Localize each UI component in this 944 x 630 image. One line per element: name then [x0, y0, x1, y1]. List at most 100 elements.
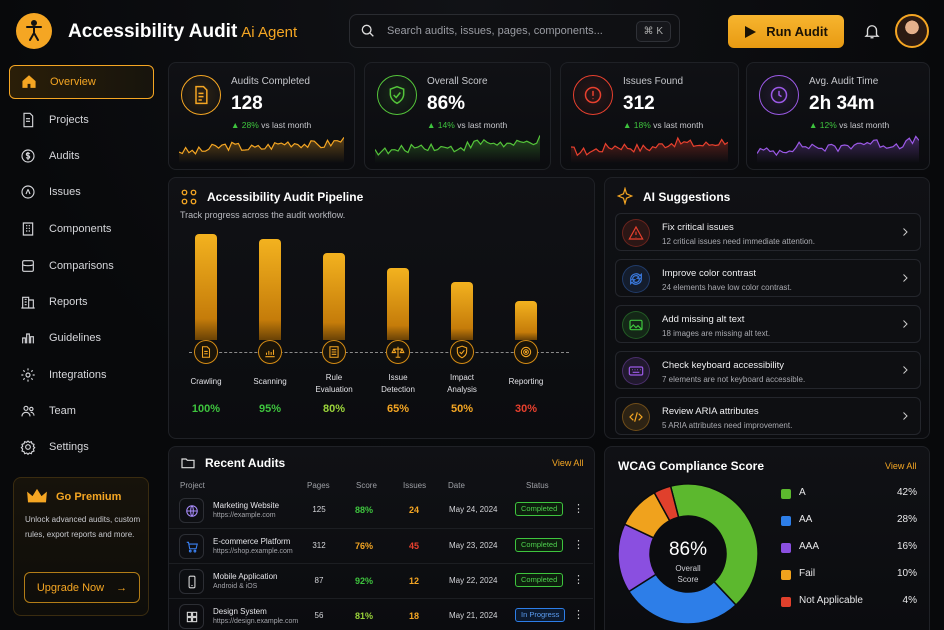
refresh-icon	[622, 265, 650, 293]
recent-view-all-link[interactable]: View All	[552, 458, 584, 468]
search-shortcut-badge: ⌘ K	[635, 21, 671, 42]
target-icon[interactable]	[514, 340, 538, 364]
chevron-right-icon	[903, 274, 908, 282]
stage-percent: 50%	[450, 403, 474, 415]
sidebar-item-overview[interactable]: Overview	[9, 65, 154, 99]
suggestion-item[interactable]: Check keyboard accessibility 7 elements a…	[615, 351, 921, 389]
sidebar-item-issues[interactable]: Issues	[9, 175, 154, 209]
sidebar-item-label: Guidelines	[49, 332, 101, 344]
search-icon	[361, 24, 374, 37]
search-placeholder: Search audits, issues, pages, components…	[387, 25, 603, 37]
donut-slice-not-applicable[interactable]	[653, 485, 680, 522]
sidebar-item-projects[interactable]: Projects	[9, 103, 154, 137]
suggestion-item[interactable]: Improve color contrast 24 elements have l…	[615, 259, 921, 297]
column-header: Pages	[307, 481, 330, 490]
sidebar-item-reports[interactable]: Reports	[9, 285, 154, 319]
pipeline-bar	[259, 238, 281, 340]
triangle-circle-icon	[20, 184, 36, 200]
more-options-icon[interactable]: ⋮	[573, 503, 584, 515]
code-icon	[622, 403, 650, 431]
sidebar-item-guidelines[interactable]: Guidelines	[9, 321, 154, 355]
pipeline-bar	[451, 282, 473, 340]
bell-icon[interactable]	[863, 22, 881, 40]
sidebar-item-comparisons[interactable]: Comparisons	[9, 249, 154, 283]
sidebar-item-label: Team	[49, 405, 76, 417]
column-header: Project	[180, 481, 205, 490]
status-badge: Completed	[515, 502, 564, 516]
top-bar: Accessibility Audit Ai Agent Search audit…	[0, 0, 944, 60]
table-row[interactable]: Mobile Application Android & iOS 87 92% 12 Ma…	[169, 563, 593, 598]
document-icon[interactable]	[194, 340, 218, 364]
score-value: 92%	[355, 576, 374, 586]
suggestion-item[interactable]: Fix critical issues 12 critical issues ne…	[615, 213, 921, 251]
sidebar-item-label: Integrations	[49, 369, 107, 381]
chevron-right-icon	[903, 320, 908, 328]
shield-icon[interactable]	[450, 340, 474, 364]
table-row[interactable]: E-commerce Platform https://shop.example.…	[169, 528, 593, 563]
premium-description: Unlock advanced audits, custom rules, ex…	[25, 515, 141, 539]
audit-date: May 21, 2024	[449, 611, 498, 620]
keyboard-icon	[622, 357, 650, 385]
user-avatar[interactable]	[895, 14, 929, 48]
sidebar: Overview Projects Audits Issues Components Co…	[0, 60, 160, 630]
issues-count: 12	[409, 576, 420, 586]
legend-value: 4%	[902, 595, 917, 606]
project-name: E-commerce Platform	[213, 537, 291, 546]
stat-sparkline	[179, 137, 344, 163]
components-icon	[20, 221, 36, 237]
upgrade-now-button[interactable]: Upgrade Now →	[24, 572, 140, 603]
wcag-view-all-link[interactable]: View All	[885, 461, 917, 471]
compare-icon	[20, 258, 36, 274]
issues-count: 24	[409, 505, 420, 515]
more-options-icon[interactable]: ⋮	[573, 574, 584, 586]
search-input[interactable]: Search audits, issues, pages, components…	[349, 14, 680, 48]
suggestion-item[interactable]: Review ARIA attributes 5 ARIA attributes …	[615, 397, 921, 435]
sidebar-item-label: Settings	[49, 441, 89, 453]
donut-center-value: 86%	[668, 539, 708, 560]
stat-value: 128	[231, 93, 263, 114]
pipeline-bar	[387, 267, 409, 340]
sidebar-item-label: Comparisons	[49, 260, 114, 272]
issues-count: 18	[409, 611, 420, 621]
stat-value: 312	[623, 93, 655, 114]
stage-percent: 95%	[258, 403, 282, 415]
more-options-icon[interactable]: ⋮	[573, 539, 584, 551]
legend-value: 16%	[896, 541, 917, 552]
scale-icon[interactable]	[386, 340, 410, 364]
stat-label: Issues Found	[623, 76, 684, 87]
legend-label: Fail	[799, 568, 816, 579]
more-options-icon[interactable]: ⋮	[573, 609, 584, 621]
suggestion-item[interactable]: Add missing alt text 18 images are missin…	[615, 305, 921, 343]
legend-item: Fail 10%	[781, 568, 917, 582]
wcag-donut-chart	[617, 483, 759, 625]
sidebar-item-components[interactable]: Components	[9, 212, 154, 246]
donut-center: 86% Overall Score	[647, 539, 729, 585]
issues-count: 45	[409, 541, 420, 551]
donut-slice-a[interactable]	[669, 483, 759, 607]
table-row[interactable]: Design System https://design.example.com 5…	[169, 598, 593, 630]
sidebar-item-team[interactable]: Team	[9, 394, 154, 428]
sidebar-item-audits[interactable]: Audits	[9, 139, 154, 173]
checklist-icon[interactable]	[322, 340, 346, 364]
sidebar-item-integrations[interactable]: Integrations	[9, 358, 154, 392]
pipeline-bar	[195, 234, 217, 340]
arrow-right-icon: →	[116, 581, 128, 594]
recent-audits-card: Recent Audits View All Project Pages Score…	[168, 446, 595, 630]
chevron-right-icon	[903, 366, 908, 374]
stat-change: ▲ 18% vs last month	[623, 120, 704, 130]
sparkle-icon	[616, 187, 634, 205]
table-row[interactable]: Marketing Website https://example.com 125 8…	[169, 493, 593, 528]
run-audit-button[interactable]: Run Audit	[728, 15, 844, 48]
legend-label: AA	[799, 514, 813, 525]
stage-name: Rule Evaluation	[315, 373, 353, 394]
stage-name: Impact Analysis	[447, 373, 477, 394]
gear-icon	[20, 367, 36, 383]
stat-label: Overall Score	[427, 76, 488, 87]
sidebar-item-settings[interactable]: Settings	[9, 430, 154, 464]
chart-up-icon[interactable]	[258, 340, 282, 364]
accessibility-logo-icon[interactable]	[16, 13, 52, 49]
pipeline-baseline	[189, 352, 569, 353]
donut-center-label: Overall Score	[675, 564, 701, 584]
column-header: Issues	[403, 481, 427, 490]
column-header: Date	[448, 481, 465, 490]
